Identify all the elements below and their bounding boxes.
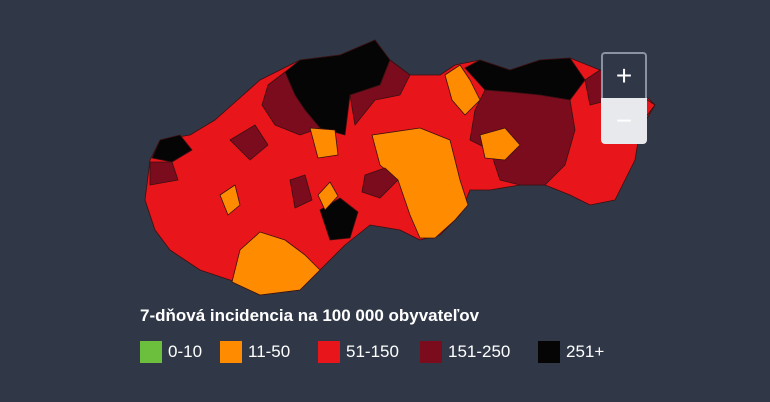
region (231, 231, 321, 296)
legend-item: 251+ (538, 341, 604, 363)
legend-item: 11-50 (220, 341, 290, 363)
region (319, 197, 359, 241)
region (317, 181, 339, 211)
region (309, 127, 339, 159)
region (261, 71, 321, 136)
legend-swatch (420, 341, 442, 363)
region (219, 184, 241, 216)
legend-label: 51-150 (346, 342, 399, 361)
legend-label: 0-10 (168, 342, 203, 361)
legend-label: 151-250 (448, 342, 511, 361)
region (151, 134, 193, 163)
legend-label: 11-50 (248, 342, 291, 361)
zoom-out[interactable]: − (601, 98, 647, 144)
region (444, 64, 481, 116)
legend-swatch (538, 341, 560, 363)
legend-item: 151-250 (420, 341, 510, 363)
legend-swatch (140, 341, 162, 363)
region (149, 161, 179, 186)
legend-item: 51-150 (318, 341, 399, 363)
legend-title: 7-dňová incidencia na 100 000 obyvateľov (140, 306, 480, 325)
legend-item: 0-10 (140, 341, 202, 363)
region (349, 59, 411, 126)
region (469, 89, 576, 186)
zoom-in[interactable]: + (601, 52, 647, 98)
region (289, 174, 313, 209)
legend-swatch (220, 341, 242, 363)
legend-label: 251+ (566, 342, 605, 361)
region (229, 124, 269, 161)
region (479, 127, 521, 161)
region (361, 167, 399, 199)
legend-swatch (318, 341, 340, 363)
